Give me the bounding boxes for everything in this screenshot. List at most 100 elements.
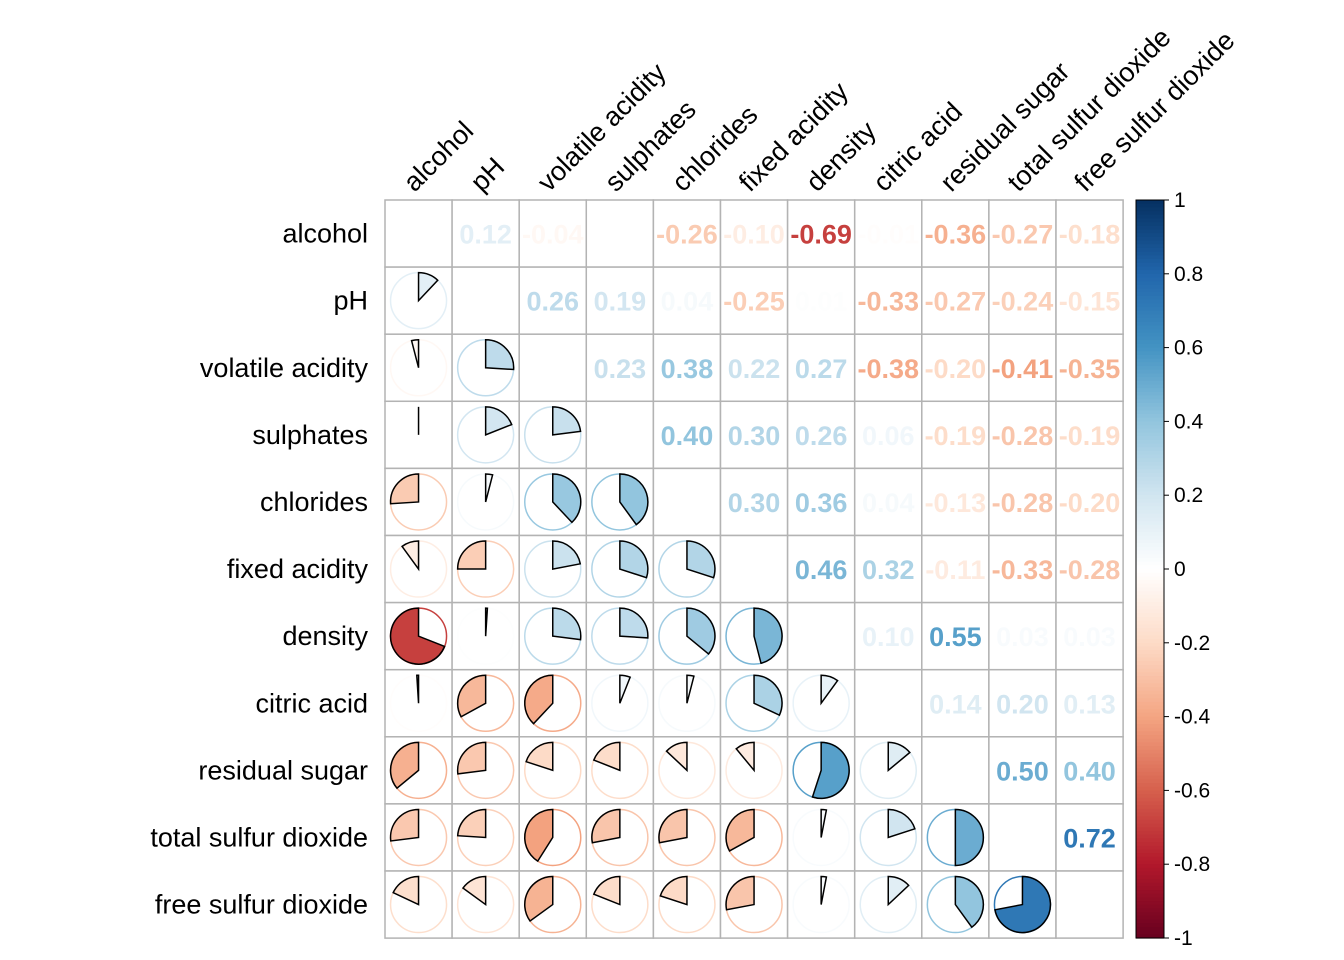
grid-cell	[518, 266, 588, 335]
colorbar-tick-label: 0.6	[1174, 337, 1203, 360]
correlation-value: 0.72	[1063, 823, 1116, 853]
correlation-value: 0.04	[862, 488, 915, 518]
colorbar-segment	[1136, 838, 1164, 843]
correlation-value: -0.13	[925, 488, 987, 518]
colorbar-segment	[1136, 915, 1164, 921]
colorbar-segment	[1136, 635, 1164, 640]
colorbar-segment	[1136, 565, 1164, 570]
correlation-value: -0.28	[992, 421, 1054, 451]
pie-slice	[524, 875, 554, 923]
row-label: residual sugar	[198, 755, 368, 785]
correlation-value: -0.27	[925, 287, 987, 317]
colorbar-segment	[1136, 853, 1164, 858]
pie-slice	[524, 808, 554, 863]
colorbar-segment	[1136, 808, 1164, 814]
correlation-value: 0.00	[594, 220, 647, 250]
colorbar-segment	[1136, 473, 1164, 478]
pie-slice	[524, 674, 554, 725]
colorbar-segment	[1136, 705, 1164, 710]
colorbar-segment	[1136, 746, 1164, 751]
colorbar-segment	[1136, 222, 1164, 227]
correlation-value: -0.19	[925, 421, 987, 451]
colorbar-segment	[1136, 760, 1164, 766]
colorbar-segment	[1136, 399, 1164, 404]
pie-slice	[820, 674, 839, 706]
pie-slice	[820, 808, 828, 838]
grid-cell	[786, 199, 856, 268]
colorbar-tick-label: 0.8	[1174, 263, 1203, 286]
pie-slice	[552, 406, 582, 436]
correlation-value: 0.04	[661, 287, 714, 317]
colorbar-segment	[1136, 742, 1164, 747]
colorbar-segment	[1136, 225, 1164, 231]
colorbar-segment	[1136, 557, 1164, 563]
colorbar-segment	[1136, 676, 1164, 681]
pie-slice	[389, 808, 420, 842]
colorbar-segment	[1136, 329, 1164, 334]
colorbar-segment	[1136, 332, 1164, 338]
colorbar-segment	[1136, 266, 1164, 271]
correlation-value: -0.04	[522, 220, 584, 250]
colorbar-segment	[1136, 576, 1164, 581]
colorbar-segment	[1136, 893, 1164, 899]
correlation-value: 0.36	[795, 488, 848, 518]
colorbar-segment	[1136, 794, 1164, 799]
correlation-value: 0.03	[996, 622, 1049, 652]
colorbar-segment	[1136, 919, 1164, 924]
row-label: volatile acidity	[200, 353, 369, 383]
grid-cell	[719, 534, 789, 604]
colorbar-tick-label: 0	[1174, 558, 1186, 581]
pie-slice	[619, 540, 649, 579]
grid-cell	[1055, 601, 1124, 671]
grid-cell	[652, 266, 722, 335]
pie-slice	[525, 741, 554, 772]
grid-cell	[384, 199, 453, 268]
correlation-value: -0.20	[925, 354, 987, 384]
colorbar-segment	[1136, 771, 1164, 777]
colorbar-segment	[1136, 805, 1164, 810]
correlation-value: 0.32	[862, 555, 915, 585]
colorbar-segment	[1136, 200, 1164, 205]
pie-slice	[665, 741, 688, 773]
colorbar-segment	[1136, 779, 1164, 784]
colorbar-segment	[1136, 642, 1164, 648]
correlation-value: 0.23	[594, 354, 647, 384]
colorbar-segment	[1136, 218, 1164, 223]
colorbar-segment	[1136, 878, 1164, 884]
colorbar-segment	[1136, 277, 1164, 282]
colorbar-segment	[1136, 731, 1164, 736]
correlation-value: 0.01	[795, 287, 848, 317]
correlation-value: 0.13	[1063, 689, 1116, 719]
colorbar-tick-label: -0.8	[1174, 853, 1210, 876]
colorbar-tick-label: -1	[1174, 927, 1193, 950]
colorbar-segment	[1136, 498, 1164, 504]
colorbar-segment	[1136, 550, 1164, 555]
grid-cell	[988, 400, 1057, 470]
colorbar-segment	[1136, 823, 1164, 828]
correlation-value: 0.40	[1063, 756, 1116, 786]
colorbar-segment	[1136, 856, 1164, 862]
pie-slice	[887, 741, 911, 772]
pie-slice	[686, 607, 716, 656]
colorbar-segment	[1136, 299, 1164, 304]
colorbar-segment	[1136, 480, 1164, 485]
colorbar-segment	[1136, 569, 1164, 574]
grid-cell	[988, 601, 1057, 671]
colorbar-segment	[1136, 554, 1164, 559]
colorbar-segment	[1136, 720, 1164, 725]
colorbar-segment	[1136, 757, 1164, 762]
colorbar-segment	[1136, 698, 1164, 703]
colorbar-segment	[1136, 288, 1164, 293]
correlation-value: 0.14	[929, 689, 982, 719]
pie-slice	[415, 674, 420, 704]
correlation-value: -0.10	[723, 220, 785, 250]
colorbar-segment	[1136, 620, 1164, 625]
colorbar-segment	[1136, 251, 1164, 256]
colorbar-segment	[1136, 395, 1164, 400]
colorbar-segment	[1136, 425, 1164, 430]
grid-cell	[786, 400, 856, 470]
colorbar-segment	[1136, 454, 1164, 459]
row-label: free sulfur dioxide	[155, 890, 368, 920]
colorbar-segment	[1136, 307, 1164, 312]
colorbar-segment	[1136, 214, 1164, 220]
